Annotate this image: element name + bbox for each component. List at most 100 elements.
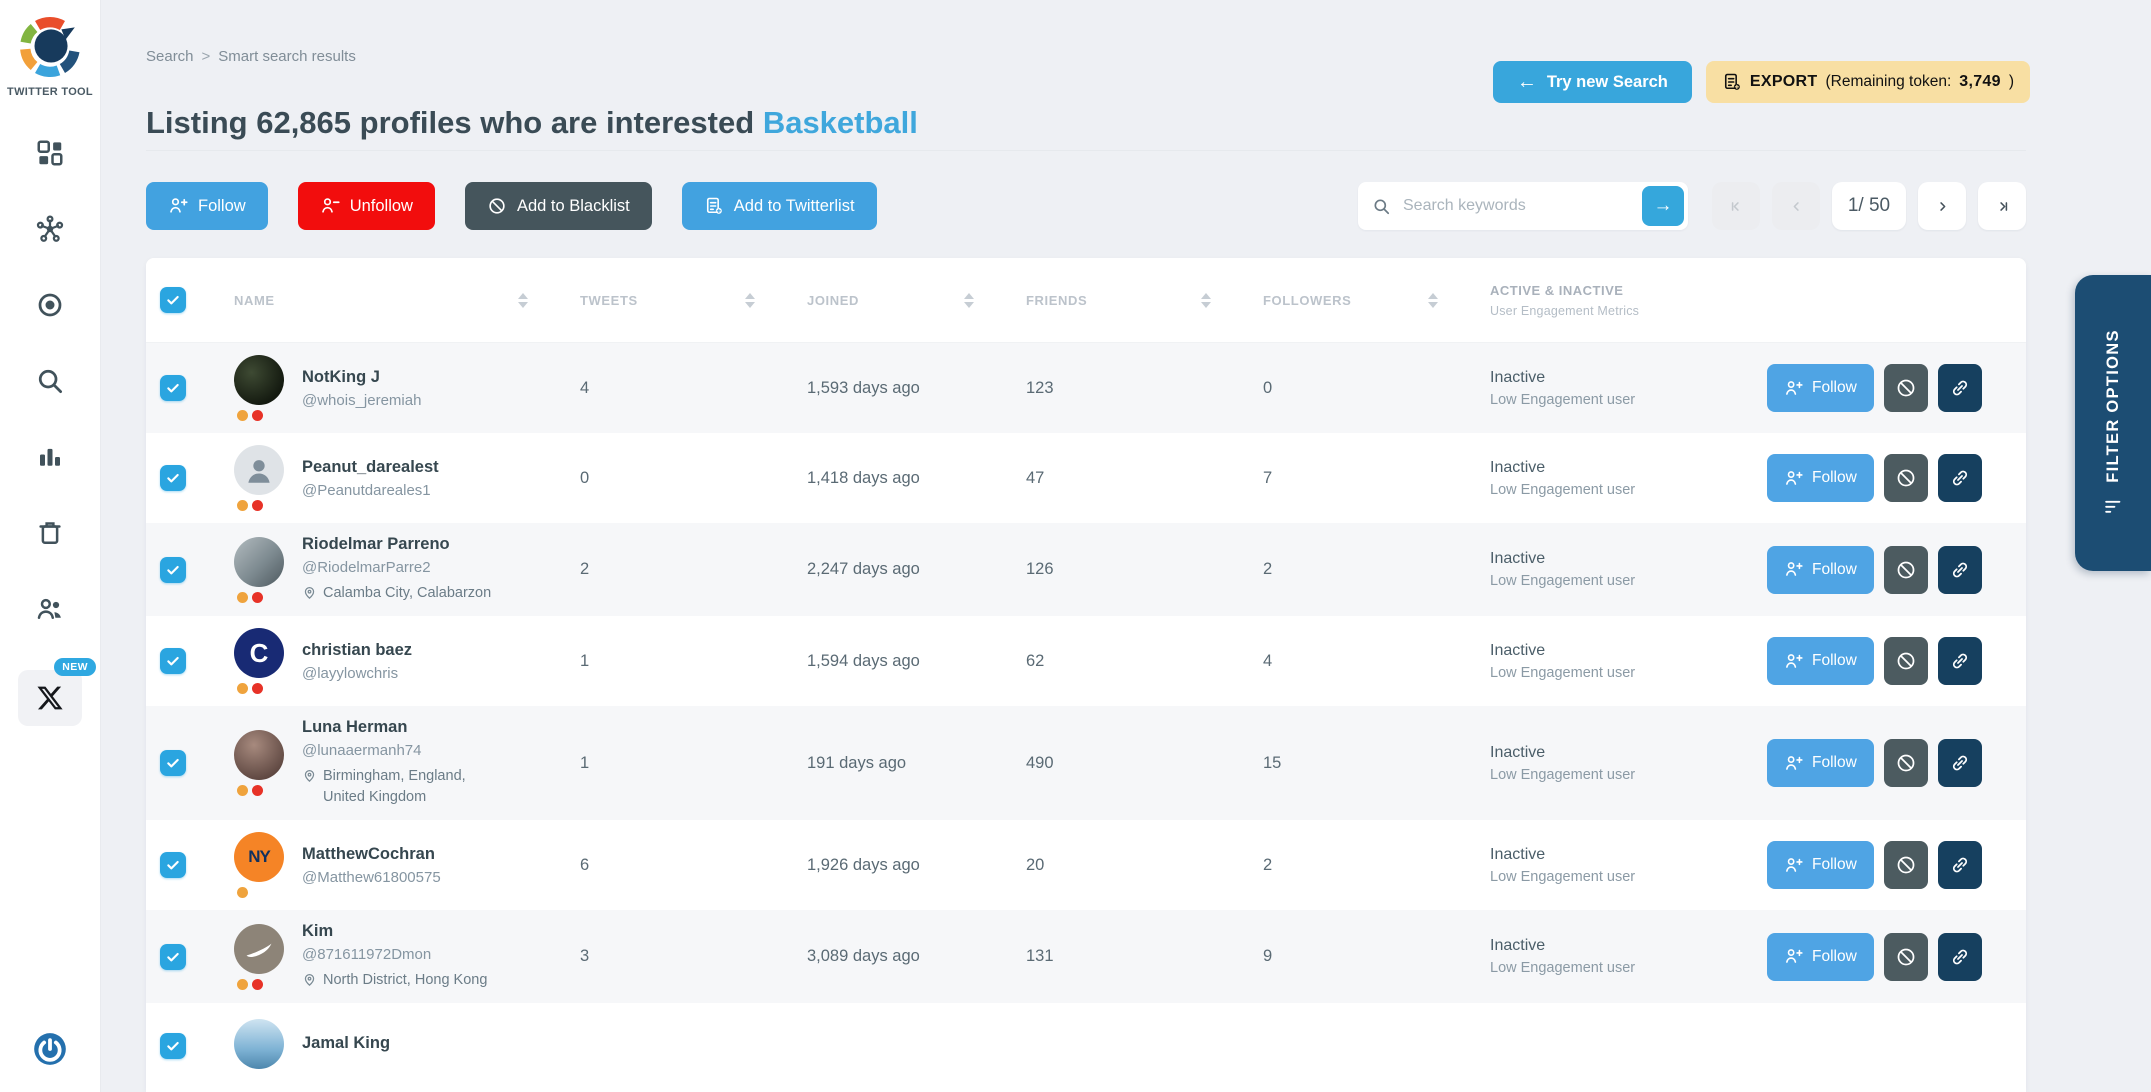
select-all-checkbox[interactable] [160, 287, 186, 313]
add-to-twitterlist-button[interactable]: Add to Twitterlist [681, 182, 877, 230]
profile-handle[interactable]: @lunaaermanh74 [302, 742, 422, 760]
row-blacklist-button[interactable] [1883, 545, 1928, 594]
table-header: NAME TWEETS JOINED FRIENDS FOLLOWERS ACT… [146, 258, 2026, 343]
sort-icon[interactable] [1428, 292, 1438, 308]
sidebar-item-network[interactable] [35, 214, 65, 244]
column-header-followers[interactable]: FOLLOWERS [1263, 292, 1490, 308]
row-follow-button[interactable]: Follow [1767, 545, 1874, 594]
sort-icon[interactable] [1201, 292, 1211, 308]
row-blacklist-button[interactable] [1883, 454, 1928, 502]
sidebar-item-x-twitter[interactable]: NEW [18, 658, 96, 726]
sidebar-item-dashboard[interactable] [35, 138, 65, 168]
filter-icon [2105, 500, 2121, 513]
sidebar-item-search[interactable] [35, 366, 65, 396]
bulk-actions: Follow Unfollow Add to Blacklist Add to … [146, 182, 877, 230]
profile-avatar [234, 445, 284, 495]
column-header-friends[interactable]: FRIENDS [1026, 292, 1263, 308]
row-profile-link-button[interactable] [1937, 364, 1982, 412]
row-blacklist-button[interactable] [1883, 739, 1928, 788]
row-blacklist-button[interactable] [1883, 637, 1928, 686]
row-checkbox[interactable] [160, 648, 186, 675]
sidebar-item-target[interactable] [35, 290, 65, 320]
last-page-button[interactable] [1978, 182, 2026, 230]
row-follow-button[interactable]: Follow [1767, 841, 1874, 890]
row-checkbox[interactable] [160, 943, 186, 970]
sidebar: TWITTER TOOL [0, 0, 101, 1092]
followers-value: 7 [1263, 468, 1273, 487]
row-checkbox[interactable] [160, 465, 186, 491]
profile-handle[interactable]: @whois_jeremiah [302, 391, 422, 409]
sidebar-item-trash[interactable] [35, 518, 65, 548]
title-divider [146, 150, 2026, 151]
sort-icon[interactable] [518, 292, 528, 308]
row-checkbox[interactable] [160, 1033, 186, 1060]
sort-icon[interactable] [745, 292, 755, 308]
try-new-search-button[interactable]: ← Try new Search [1492, 61, 1692, 103]
row-checkbox[interactable] [160, 750, 186, 777]
row-checkbox[interactable] [160, 556, 186, 583]
first-page-button[interactable] [1712, 182, 1760, 230]
prev-page-button[interactable] [1772, 182, 1820, 230]
check-icon [167, 295, 179, 305]
joined-value: 1,418 days ago [807, 468, 920, 487]
page-indicator: 1/ 50 [1832, 182, 1906, 230]
profile-handle[interactable]: @layylowchris [302, 664, 399, 682]
add-to-blacklist-button[interactable]: Add to Blacklist [464, 182, 652, 230]
search-keywords-input[interactable] [1401, 196, 1688, 216]
profile-name[interactable]: Jamal King [302, 1034, 391, 1053]
row-profile-link-button[interactable] [1937, 454, 1982, 502]
followers-value: 9 [1263, 947, 1273, 966]
profile-name[interactable]: christian baez [302, 640, 413, 659]
profile-handle[interactable]: @RiodelmarParre2 [302, 559, 431, 576]
friends-value: 20 [1026, 855, 1045, 874]
row-profile-link-button[interactable] [1937, 637, 1982, 686]
row-follow-button[interactable]: Follow [1767, 454, 1874, 502]
column-header-tweets[interactable]: TWEETS [580, 292, 807, 308]
search-submit-button[interactable]: → [1642, 186, 1684, 226]
app-title: TWITTER TOOL [7, 86, 93, 98]
column-header-name[interactable]: NAME [234, 292, 580, 308]
sort-icon[interactable] [964, 292, 974, 308]
row-follow-button[interactable]: Follow [1767, 739, 1874, 788]
profile-name[interactable]: Luna Herman [302, 718, 408, 737]
column-header-joined[interactable]: JOINED [807, 292, 1026, 308]
row-follow-button[interactable]: Follow [1767, 637, 1874, 686]
profile-handle[interactable]: @Matthew61800575 [302, 868, 441, 886]
row-blacklist-button[interactable] [1883, 932, 1928, 981]
profile-location: North District, Hong Kong [302, 970, 487, 991]
list-plus-icon [706, 197, 722, 214]
row-profile-link-button[interactable] [1937, 545, 1982, 594]
pagination: 1/ 50 [1712, 182, 2026, 230]
first-page-icon [1731, 201, 1739, 211]
next-page-button[interactable] [1918, 182, 1966, 230]
row-profile-link-button[interactable] [1937, 932, 1982, 981]
profile-name[interactable]: MatthewCochran [302, 844, 435, 863]
row-profile-link-button[interactable] [1937, 739, 1982, 788]
profile-name[interactable]: NotKing J [302, 367, 380, 386]
row-follow-button[interactable]: Follow [1767, 932, 1874, 981]
filter-options-tab[interactable]: FILTER OPTIONS [2075, 275, 2151, 571]
status-badge: Inactive [1490, 368, 1546, 386]
logout-power-button[interactable] [31, 1030, 69, 1068]
unfollow-button[interactable]: Unfollow [297, 182, 435, 230]
followers-value: 0 [1263, 378, 1273, 397]
row-checkbox[interactable] [160, 375, 186, 401]
profile-handle[interactable]: @Peanutdareales1 [302, 481, 431, 499]
breadcrumb-parent[interactable]: Search [146, 48, 194, 65]
results-table: NAME TWEETS JOINED FRIENDS FOLLOWERS ACT… [146, 258, 2026, 1092]
profile-handle[interactable]: @871611972Dmon [302, 946, 432, 964]
row-blacklist-button[interactable] [1883, 841, 1928, 890]
check-icon [167, 565, 179, 574]
row-follow-button[interactable]: Follow [1767, 364, 1874, 412]
profile-name[interactable]: Riodelmar Parreno [302, 535, 450, 553]
sidebar-item-users[interactable] [35, 594, 65, 624]
profile-name[interactable]: Peanut_darealest [302, 457, 439, 476]
row-checkbox[interactable] [160, 852, 186, 879]
row-profile-link-button[interactable] [1937, 841, 1982, 890]
row-blacklist-button[interactable] [1883, 364, 1928, 412]
profile-name[interactable]: Kim [302, 922, 334, 941]
export-button[interactable]: EXPORT (Remaining token: 3,749 ) [1705, 61, 2030, 103]
follow-button[interactable]: Follow [146, 182, 268, 230]
sidebar-item-analytics[interactable] [35, 442, 65, 472]
engagement-status [1490, 1044, 1760, 1049]
